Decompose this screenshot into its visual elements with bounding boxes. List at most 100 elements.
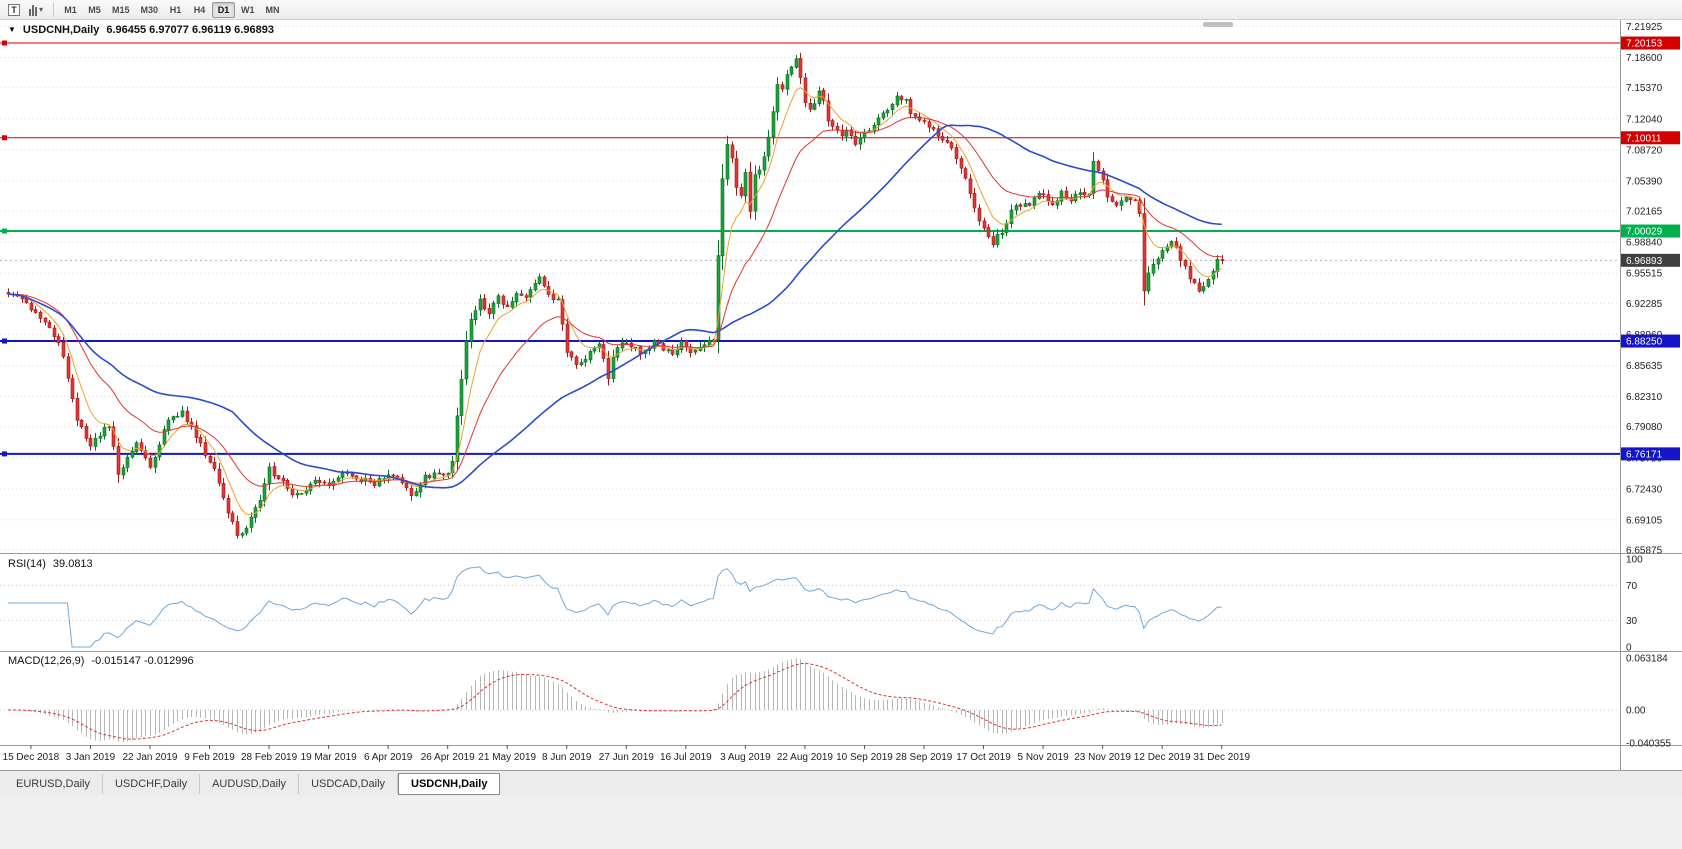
candle-up bbox=[890, 103, 895, 111]
chart-ohlc-values: 6.96455 6.97077 6.96119 6.96893 bbox=[106, 24, 274, 36]
timeframe-h1-button[interactable]: H1 bbox=[164, 2, 187, 18]
candle-down bbox=[230, 512, 235, 522]
timeframe-mn-button[interactable]: MN bbox=[261, 2, 285, 18]
candle-down bbox=[1096, 161, 1101, 171]
timeframe-m30-button[interactable]: M30 bbox=[136, 2, 164, 18]
rsi-value: 39.0813 bbox=[52, 558, 93, 570]
candle-up bbox=[579, 362, 584, 366]
tab-usdchf-daily[interactable]: USDCHF,Daily bbox=[103, 773, 201, 794]
candle-up bbox=[583, 359, 588, 363]
candle-down bbox=[959, 158, 964, 169]
candle-up bbox=[1124, 196, 1129, 202]
timeframe-d1-button[interactable]: D1 bbox=[212, 1, 236, 18]
candle-up bbox=[336, 477, 341, 482]
tab-eurusd-daily[interactable]: EURUSD,Daily bbox=[4, 773, 103, 794]
timeframe-button-group: M1 M5 M15 M30 H1 H4 D1 W1 MN bbox=[59, 1, 285, 18]
candle-down bbox=[194, 425, 199, 438]
candle-up bbox=[597, 343, 602, 349]
candle-down bbox=[840, 129, 845, 137]
candle-up bbox=[464, 340, 469, 380]
level-line-handle[interactable] bbox=[2, 228, 7, 234]
level-line-handle[interactable] bbox=[2, 338, 7, 344]
candle-up bbox=[93, 437, 98, 447]
candle-down bbox=[931, 127, 936, 130]
candle-up bbox=[675, 349, 680, 356]
price-level-badge-text: 7.20153 bbox=[1626, 39, 1663, 50]
candle-up bbox=[817, 90, 822, 104]
candle-down bbox=[949, 142, 954, 149]
candle-down bbox=[290, 488, 295, 496]
chart-objects-button[interactable]: ▾ bbox=[25, 1, 47, 18]
candle-up bbox=[180, 410, 185, 417]
timeframe-h4-button[interactable]: H4 bbox=[188, 2, 211, 18]
candle-down bbox=[954, 147, 959, 159]
candle-down bbox=[52, 327, 57, 337]
date-axis-label: 8 Jun 2019 bbox=[542, 752, 592, 763]
candle-down bbox=[226, 497, 231, 514]
level-line-handle[interactable] bbox=[2, 40, 7, 46]
candle-down bbox=[1064, 190, 1069, 199]
candle-down bbox=[70, 378, 75, 399]
chart-plot-area[interactable] bbox=[0, 20, 1682, 770]
timeframe-m15-button[interactable]: M15 bbox=[107, 2, 135, 18]
candle-down bbox=[1137, 200, 1142, 214]
level-line-handle[interactable] bbox=[2, 451, 7, 457]
candle-down bbox=[849, 129, 854, 137]
candle-up bbox=[102, 426, 107, 437]
date-axis-label: 22 Aug 2019 bbox=[777, 752, 834, 763]
tab-usdcnh-daily[interactable]: USDCNH,Daily bbox=[398, 772, 501, 795]
timeframe-w1-button[interactable]: W1 bbox=[236, 2, 260, 18]
candle-down bbox=[217, 468, 222, 484]
chart-title: ▼ USDCNH,Daily 6.96455 6.97077 6.96119 6… bbox=[8, 24, 274, 36]
candle-down bbox=[139, 442, 144, 451]
price-level-badge-text: 6.96893 bbox=[1626, 256, 1663, 267]
price-axis-label: 6.65875 bbox=[1626, 546, 1663, 557]
candle-up bbox=[771, 111, 776, 138]
candle-up bbox=[171, 416, 176, 421]
chart-objects-icon bbox=[29, 4, 37, 16]
price-level-badge bbox=[1621, 447, 1680, 461]
price-level-badge-text: 6.88250 bbox=[1626, 337, 1663, 348]
timeframe-m5-button[interactable]: M5 bbox=[83, 2, 106, 18]
date-axis-label: 27 Jun 2019 bbox=[599, 752, 654, 763]
rsi-name: RSI(14) bbox=[8, 558, 46, 570]
level-line-handle[interactable] bbox=[2, 135, 7, 141]
toolbar-separator bbox=[53, 2, 55, 17]
candle-down bbox=[111, 426, 116, 447]
candle-up bbox=[299, 493, 304, 495]
rsi-axis-label: 30 bbox=[1626, 616, 1638, 627]
price-axis-label: 7.12040 bbox=[1626, 114, 1663, 125]
candle-down bbox=[780, 84, 785, 90]
timeframe-m1-button[interactable]: M1 bbox=[59, 2, 82, 18]
candle-up bbox=[753, 174, 758, 212]
candle-up bbox=[720, 178, 725, 257]
macd-signal-line bbox=[8, 662, 1222, 740]
candle-up bbox=[588, 351, 593, 361]
macd-axis-label: 0.00 bbox=[1626, 706, 1646, 717]
macd-indicator-label: MACD(12,26,9) -0.015147 -0.012996 bbox=[8, 655, 194, 667]
candle-down bbox=[1105, 179, 1110, 198]
one-click-trading-arrow-icon[interactable]: ▼ bbox=[8, 25, 16, 34]
candle-up bbox=[592, 347, 597, 352]
candle-down bbox=[1188, 265, 1193, 280]
candle-down bbox=[66, 356, 71, 379]
date-axis-label: 17 Oct 2019 bbox=[956, 752, 1011, 763]
chart-toolbar: T ▾ M1 M5 M15 M30 H1 H4 D1 W1 MN bbox=[0, 0, 1682, 20]
candle-down bbox=[487, 308, 492, 315]
candle-down bbox=[281, 477, 286, 482]
candle-down bbox=[317, 479, 322, 484]
tab-usdcad-daily[interactable]: USDCAD,Daily bbox=[299, 773, 399, 794]
candle-down bbox=[1178, 246, 1183, 261]
candle-down bbox=[542, 276, 547, 287]
candle-up bbox=[766, 136, 771, 157]
date-axis-label: 23 Nov 2019 bbox=[1074, 752, 1131, 763]
candle-up bbox=[1215, 259, 1220, 272]
date-axis-label: 15 Dec 2018 bbox=[3, 752, 60, 763]
candle-down bbox=[808, 103, 813, 110]
tab-audusd-daily[interactable]: AUDUSD,Daily bbox=[200, 773, 300, 794]
candle-up bbox=[98, 435, 103, 439]
text-label-tool-button[interactable]: T bbox=[4, 1, 24, 18]
horizontal-scrollbar-thumb[interactable] bbox=[1203, 22, 1233, 27]
price-level-badge-text: 6.76171 bbox=[1626, 449, 1663, 460]
candle-down bbox=[285, 480, 290, 489]
